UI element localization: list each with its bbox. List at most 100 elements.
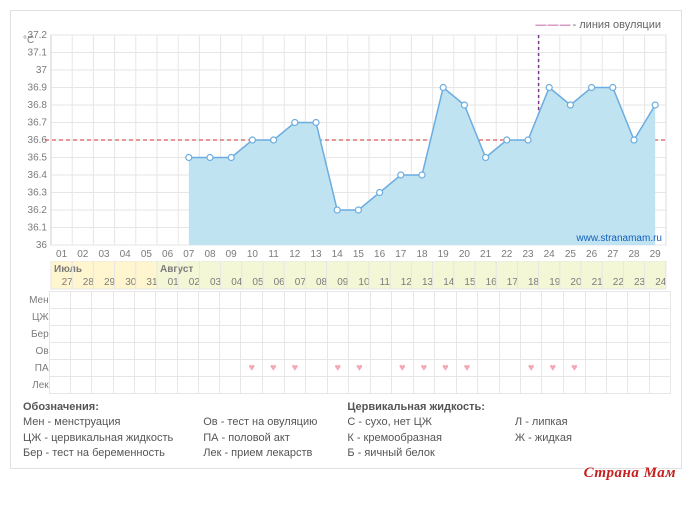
temperature-chart: °C37.237.13736.936.836.736.636.536.436.3… xyxy=(21,31,671,261)
tracking-cell xyxy=(220,360,241,377)
tracking-cell xyxy=(585,377,606,394)
svg-text:23: 23 xyxy=(634,277,646,288)
tracking-cell xyxy=(349,326,371,343)
tracking-cell xyxy=(241,309,263,326)
tracking-cell xyxy=(564,309,586,326)
tracking-cell xyxy=(435,377,457,394)
svg-text:22: 22 xyxy=(613,277,625,288)
tracking-cell xyxy=(49,326,70,343)
legend-item: Ов - тест на овуляцию xyxy=(203,415,317,430)
tracking-cell xyxy=(263,292,285,309)
legend-item: Бер - тест на беременность xyxy=(23,446,173,461)
tracking-cell xyxy=(263,377,285,394)
svg-text:27: 27 xyxy=(62,277,74,288)
svg-text:13: 13 xyxy=(310,249,322,260)
tracking-cell xyxy=(542,292,564,309)
tracking-cell xyxy=(456,377,478,394)
tracking-cell xyxy=(413,326,435,343)
tracking-cell xyxy=(70,343,91,360)
tracking-cell xyxy=(177,360,198,377)
tracking-cell xyxy=(198,360,219,377)
tracking-cell xyxy=(478,377,499,394)
tracking-cell xyxy=(220,377,241,394)
legend-col-1: Обозначения: Мен - менструация ЦЖ - церв… xyxy=(23,400,173,462)
tracking-cell xyxy=(370,377,391,394)
svg-text:19: 19 xyxy=(549,277,561,288)
tracking-cell xyxy=(370,309,391,326)
tracking-cell xyxy=(478,326,499,343)
heart-icon: ♥ xyxy=(442,362,449,374)
svg-text:36.9: 36.9 xyxy=(28,83,48,94)
tracking-cell xyxy=(263,343,285,360)
tracking-cell xyxy=(220,309,241,326)
svg-text:01: 01 xyxy=(168,277,180,288)
tracking-cell xyxy=(628,343,649,360)
tracking-cell xyxy=(156,360,177,377)
legend-item: Б - яичный белок xyxy=(347,446,485,461)
tracking-cell xyxy=(92,292,113,309)
svg-text:36.8: 36.8 xyxy=(28,100,48,111)
tracking-cell: ♥ xyxy=(349,360,371,377)
tracking-cell: ♥ xyxy=(241,360,263,377)
tracking-cell xyxy=(520,326,542,343)
tracking-cell xyxy=(606,292,627,309)
tracking-cell xyxy=(306,377,327,394)
tracking-cell xyxy=(649,360,670,377)
tracking-cell xyxy=(478,360,499,377)
heart-icon: ♥ xyxy=(335,362,342,374)
tracking-cell xyxy=(370,360,391,377)
tracking-cell xyxy=(306,343,327,360)
tracking-cell xyxy=(413,292,435,309)
legend-block: Обозначения: Мен - менструация ЦЖ - церв… xyxy=(21,394,671,462)
tracking-cell xyxy=(628,360,649,377)
heart-icon: ♥ xyxy=(248,362,255,374)
svg-text:31: 31 xyxy=(146,277,158,288)
tracking-cell xyxy=(306,292,327,309)
svg-text:01: 01 xyxy=(56,249,68,260)
tracking-cell xyxy=(134,326,155,343)
tracking-cell xyxy=(370,292,391,309)
svg-text:11: 11 xyxy=(380,277,391,288)
tracking-cell xyxy=(628,309,649,326)
tracking-cell xyxy=(70,309,91,326)
tracking-cell: ♥ xyxy=(413,360,435,377)
tracking-cell xyxy=(134,377,155,394)
svg-text:29: 29 xyxy=(104,277,116,288)
tracking-cell xyxy=(585,292,606,309)
tracking-cell xyxy=(456,343,478,360)
legend-item: Мен - менструация xyxy=(23,415,173,430)
tracking-cell xyxy=(306,326,327,343)
tracking-cell xyxy=(220,326,241,343)
tracking-cell xyxy=(649,343,670,360)
svg-text:04: 04 xyxy=(231,277,243,288)
svg-text:21: 21 xyxy=(592,277,604,288)
tracking-cell: ♥ xyxy=(564,360,586,377)
tracking-cell xyxy=(435,309,457,326)
svg-text:09: 09 xyxy=(337,277,349,288)
tracking-cell xyxy=(198,326,219,343)
svg-text:28: 28 xyxy=(628,249,640,260)
svg-text:07: 07 xyxy=(295,277,307,288)
tracking-cell xyxy=(263,309,285,326)
svg-text:15: 15 xyxy=(353,249,365,260)
tracking-cell xyxy=(628,377,649,394)
calendar-row: Июль2728293031Август01020304050607080910… xyxy=(21,261,671,291)
legend-title-2: Цервикальная жидкость: xyxy=(347,400,485,415)
tracking-cell xyxy=(520,377,542,394)
svg-text:18: 18 xyxy=(416,249,428,260)
tracking-cell xyxy=(327,377,349,394)
tracking-cell xyxy=(606,377,627,394)
tracking-cell xyxy=(156,309,177,326)
tracking-cell xyxy=(70,326,91,343)
tracking-cell xyxy=(499,326,520,343)
svg-text:04: 04 xyxy=(120,249,132,260)
tracking-cell: ♥ xyxy=(520,360,542,377)
svg-text:36.5: 36.5 xyxy=(28,153,48,164)
svg-text:29: 29 xyxy=(650,249,662,260)
tracking-cell xyxy=(70,360,91,377)
svg-text:20: 20 xyxy=(459,249,471,260)
tracking-cell xyxy=(198,309,219,326)
tracking-cell xyxy=(92,360,113,377)
svg-text:13: 13 xyxy=(422,277,434,288)
tracking-cell xyxy=(542,309,564,326)
